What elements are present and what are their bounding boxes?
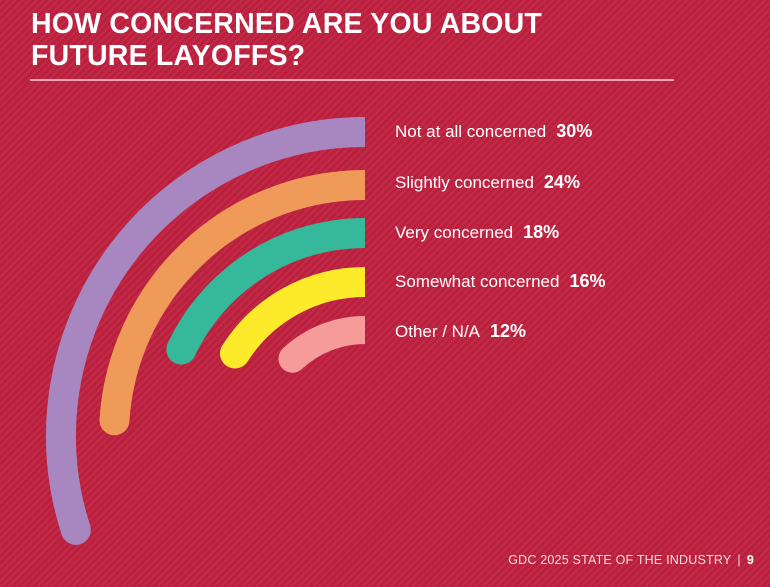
arc-bar-3 [219,267,365,369]
category-label: Other / N/A [395,322,481,341]
value-label: 18% [523,222,560,242]
legend-label-2: Very concerned 18% [395,222,559,243]
value-label: 24% [543,172,580,192]
footer-separator: | [737,553,741,567]
category-label: Somewhat concerned [395,272,560,291]
legend-label-1: Slightly concerned 24% [395,172,580,193]
value-label: 12% [490,321,527,341]
category-label: Not at all concerned [395,122,547,141]
arc-bar-4 [278,316,365,373]
category-label: Slightly concerned [395,173,534,192]
chart-title: HOW CONCERNED ARE YOU ABOUT FUTURE LAYOF… [31,8,542,72]
page-number: 9 [746,553,754,567]
footer-source: GDC 2025 STATE OF THE INDUSTRY [508,553,732,567]
arc-bar-0 [46,117,365,545]
title-line-2: FUTURE LAYOFFS? [31,40,306,72]
category-label: Very concerned [395,223,514,242]
arc-bar-1 [99,170,365,436]
arc-bar-2 [166,218,365,365]
legend-label-3: Somewhat concerned 16% [395,271,605,292]
title-line-1: HOW CONCERNED ARE YOU ABOUT [31,8,543,40]
title-divider [30,79,674,81]
value-label: 16% [569,271,606,291]
legend-label-0: Not at all concerned 30% [395,121,592,142]
legend-label-4: Other / N/A 12% [395,321,526,342]
value-label: 30% [556,121,593,141]
footer: GDC 2025 STATE OF THE INDUSTRY | 9 [508,553,754,567]
